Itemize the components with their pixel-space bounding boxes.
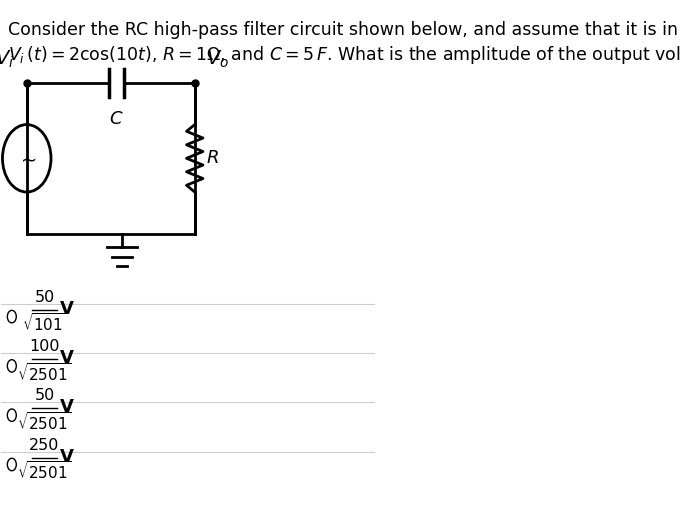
- Text: V: V: [61, 399, 74, 416]
- Text: V: V: [61, 349, 74, 367]
- Text: Consider the RC high-pass filter circuit shown below, and assume that it is in s: Consider the RC high-pass filter circuit…: [8, 21, 680, 39]
- Text: $R$: $R$: [206, 149, 219, 167]
- Text: $\sqrt{2501}$: $\sqrt{2501}$: [18, 362, 71, 384]
- Text: $V_i\,(t) = 2\cos(10t)$, $R = 1\Omega$, and $C = 5\,F$. What is the amplitude of: $V_i\,(t) = 2\cos(10t)$, $R = 1\Omega$, …: [8, 44, 680, 66]
- Text: $\sqrt{101}$: $\sqrt{101}$: [22, 312, 67, 334]
- Text: $\sim$: $\sim$: [17, 149, 37, 168]
- Text: $\sqrt{2501}$: $\sqrt{2501}$: [18, 411, 71, 433]
- Text: $V_o$: $V_o$: [206, 49, 229, 70]
- Text: 100: 100: [29, 339, 60, 354]
- Text: V: V: [61, 300, 74, 318]
- Text: 50: 50: [35, 290, 54, 305]
- Text: V: V: [61, 448, 74, 466]
- Text: $V_i$: $V_i$: [0, 49, 14, 70]
- Text: 250: 250: [29, 438, 60, 453]
- Text: $C$: $C$: [109, 111, 124, 128]
- Text: 50: 50: [35, 388, 54, 403]
- Text: $\sqrt{2501}$: $\sqrt{2501}$: [18, 460, 71, 482]
